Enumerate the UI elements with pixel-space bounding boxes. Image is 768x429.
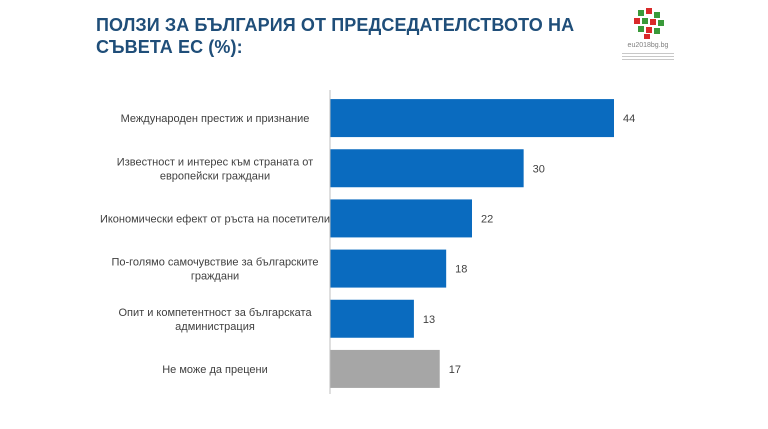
data-label: 44	[623, 113, 635, 125]
logo-fine-print	[622, 59, 674, 60]
bar	[330, 299, 414, 338]
bar	[330, 149, 524, 188]
logo-fine-print	[622, 56, 674, 57]
data-label: 22	[481, 213, 493, 225]
bulgarian-presidency-logo-icon	[634, 8, 664, 39]
bar	[330, 249, 447, 288]
data-label: 18	[455, 264, 467, 276]
category-label: Известност и интерес към страната от евро…	[117, 156, 313, 182]
bar	[330, 349, 440, 388]
data-label: 30	[533, 163, 545, 175]
bar	[330, 99, 614, 138]
bars-group: 44 Международен престиж и признание 30 Изве…	[100, 99, 635, 388]
bar	[330, 199, 472, 238]
category-label: Не може да прецени	[162, 364, 268, 376]
logo-website-text: eu2018bg.bg	[627, 42, 669, 49]
category-label: Опит и компетентност за българската админ…	[118, 307, 312, 333]
category-label: Икономически ефект от ръста на посетител…	[100, 213, 330, 225]
data-label: 17	[449, 364, 461, 376]
logo-fine-print	[622, 53, 674, 54]
category-label: По-голямо самочувствие за българските гра…	[111, 257, 318, 283]
chart-title: ПОЛЗИ ЗА БЪЛГАРИЯ ОТ ПРЕДСЕДАТЕЛСТВОТО Н…	[96, 15, 575, 57]
category-label: Международен престиж и признание	[121, 113, 310, 125]
presidency-logo: eu2018bg.bg	[616, 6, 680, 62]
data-label: 13	[423, 314, 435, 326]
